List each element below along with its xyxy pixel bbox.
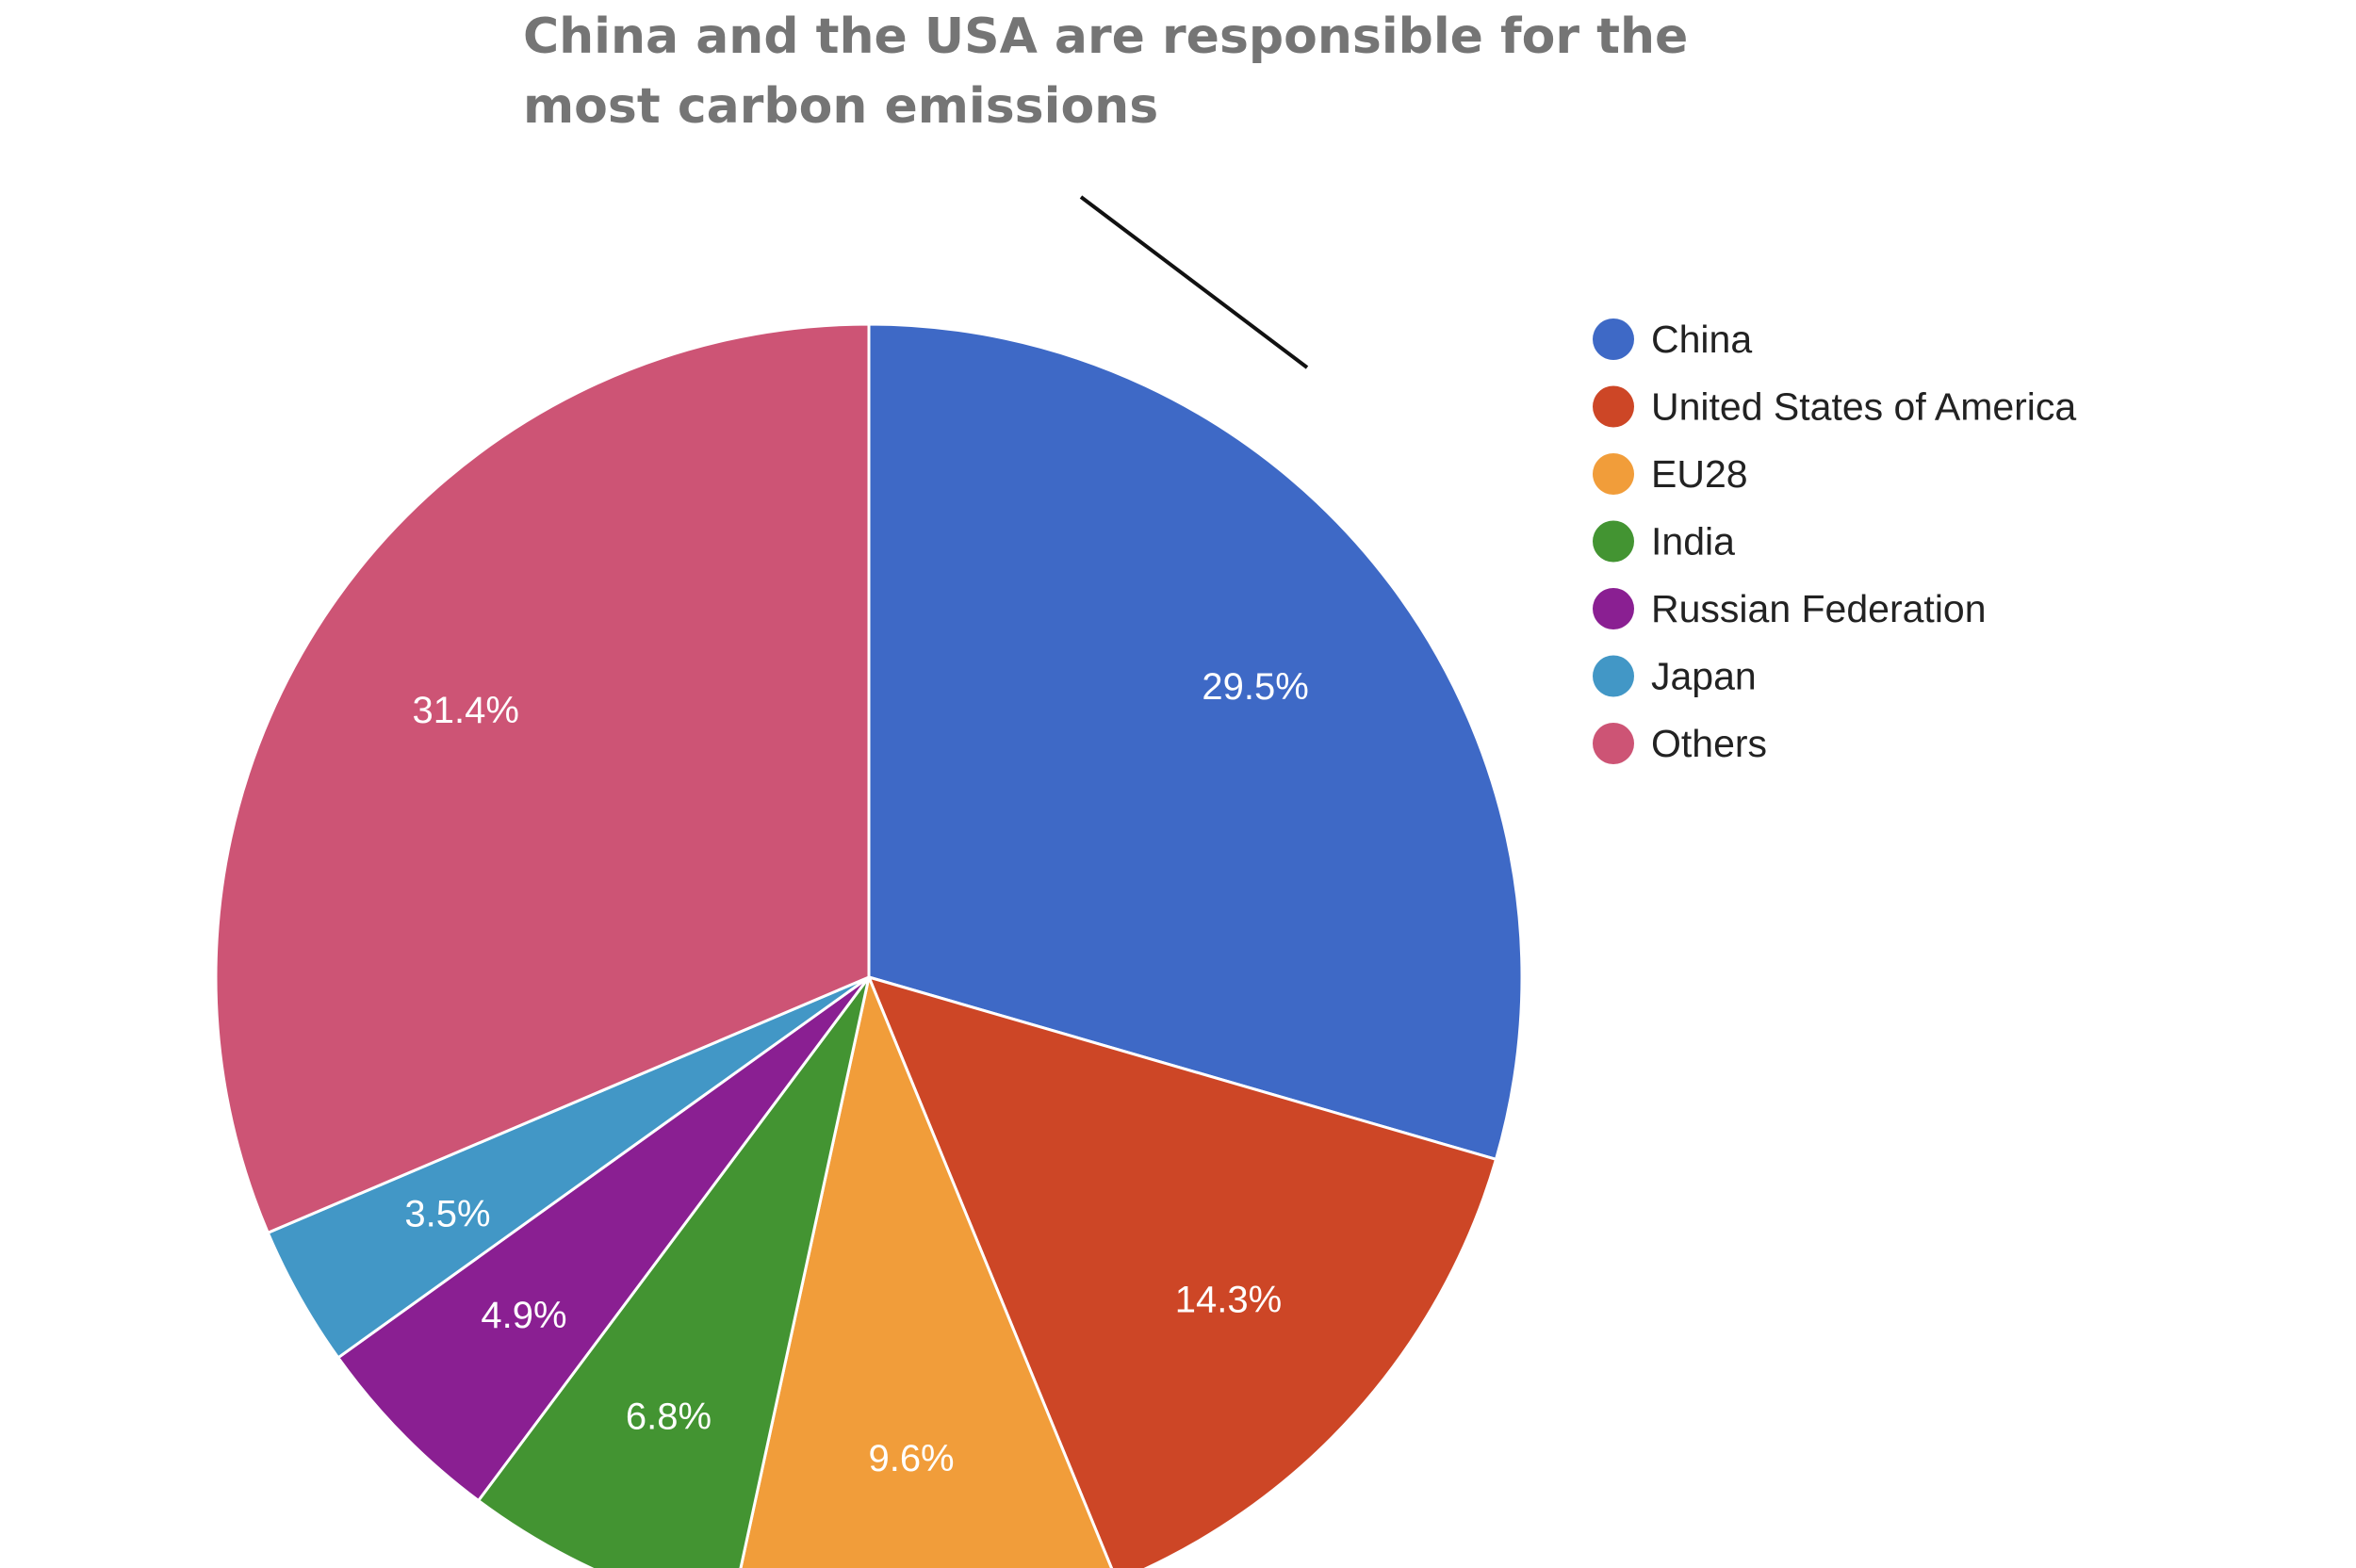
legend-item-united-states-of-america: United States of America bbox=[1593, 385, 2076, 429]
pie-slice-others bbox=[214, 322, 871, 1235]
legend-swatch bbox=[1593, 655, 1634, 697]
legend-label: Japan bbox=[1651, 655, 1757, 698]
pie-slice-china bbox=[867, 322, 1524, 1162]
legend-label: EU28 bbox=[1651, 452, 1748, 496]
chart-title: China and the USA are responsible for th… bbox=[523, 8, 1689, 135]
legend-label: United States of America bbox=[1651, 385, 2076, 429]
annotation-line bbox=[1079, 195, 1309, 369]
pie-slice-russian-federation bbox=[335, 975, 871, 1503]
pie-slice-united-states-of-america bbox=[866, 974, 1498, 1568]
slice-label-japan: 3.5% bbox=[404, 1193, 490, 1234]
legend-swatch bbox=[1593, 453, 1634, 495]
slice-label-others: 31.4% bbox=[413, 690, 519, 731]
slice-label-india: 6.8% bbox=[626, 1396, 712, 1438]
slice-label-china: 29.5% bbox=[1202, 666, 1308, 708]
legend-swatch bbox=[1593, 588, 1634, 629]
legend-swatch bbox=[1593, 520, 1634, 563]
legend-item-japan: Japan bbox=[1593, 655, 1757, 698]
legend-swatch bbox=[1593, 318, 1634, 360]
legend-swatch bbox=[1593, 385, 1634, 428]
legend-item-india: India bbox=[1593, 520, 1735, 564]
legend-item-china: China bbox=[1593, 318, 1752, 361]
legend-item-eu28: EU28 bbox=[1593, 452, 1748, 496]
pie-slice-eu28 bbox=[739, 972, 1114, 1568]
legend-swatch bbox=[1593, 723, 1634, 764]
legend-label: India bbox=[1651, 520, 1735, 564]
pie-slices bbox=[214, 322, 1524, 1568]
slice-label-russian-federation: 4.9% bbox=[481, 1295, 566, 1336]
slice-label-united-states-of-america: 14.3% bbox=[1175, 1280, 1282, 1321]
legend-label: Russian Federation bbox=[1651, 587, 1987, 630]
pie-slice-india bbox=[476, 976, 871, 1568]
legend-item-others: Others bbox=[1593, 722, 1767, 765]
pie-slice-labels: 29.5% 14.3% 9.6% 6.8% 4.9% 3.5% 31.4% bbox=[404, 666, 1308, 1479]
legend: China United States of America EU28 India Ru… bbox=[1593, 318, 2076, 765]
legend-item-russian-federation: Russian Federation bbox=[1593, 587, 1987, 630]
legend-label: Others bbox=[1651, 722, 1767, 765]
slice-label-eu28: 9.6% bbox=[868, 1438, 954, 1479]
legend-label: China bbox=[1651, 318, 1752, 361]
